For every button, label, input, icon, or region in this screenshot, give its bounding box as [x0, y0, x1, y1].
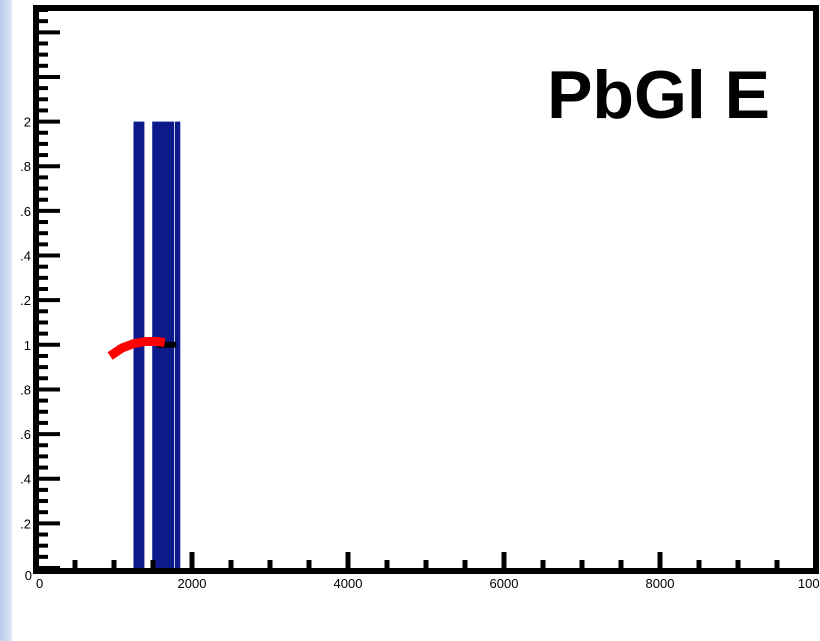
y-tick-label: .4	[20, 472, 31, 487]
fit-curve	[107, 337, 166, 360]
x-tick-label: 2000	[178, 576, 207, 591]
fit-layer	[107, 337, 177, 360]
x-tick-label: 8000	[646, 576, 675, 591]
y-tick-label: 1	[24, 338, 31, 353]
x-axis-ticks	[33, 552, 819, 568]
x-tick-label: 0	[36, 576, 43, 591]
y-tick-label: .8	[20, 159, 31, 174]
y-axis-ticks	[36, 8, 60, 570]
x-axis-tick-labels: 0 2000 4000 6000 8000 10000	[36, 576, 820, 591]
x-tick-label: 4000	[334, 576, 363, 591]
y-origin-label: 0	[25, 568, 32, 583]
left-edge-strip	[0, 0, 12, 641]
y-tick-label: .4	[20, 249, 31, 264]
y-tick-label: .6	[20, 427, 31, 442]
y-axis-tick-labels: .2 .4 .6 .8 1 .2 .4 .6 .8 2 0	[20, 115, 32, 583]
y-tick-label: .6	[20, 204, 31, 219]
bar-3	[174, 121, 181, 568]
chart-title: PbGl E	[547, 57, 770, 133]
x-tick-label: 10000	[798, 576, 820, 591]
y-tick-label: 2	[24, 115, 31, 130]
y-tick-label: .8	[20, 382, 31, 397]
x-tick-label: 6000	[490, 576, 519, 591]
y-tick-label: .2	[20, 293, 31, 308]
y-tick-label: .2	[20, 516, 31, 531]
